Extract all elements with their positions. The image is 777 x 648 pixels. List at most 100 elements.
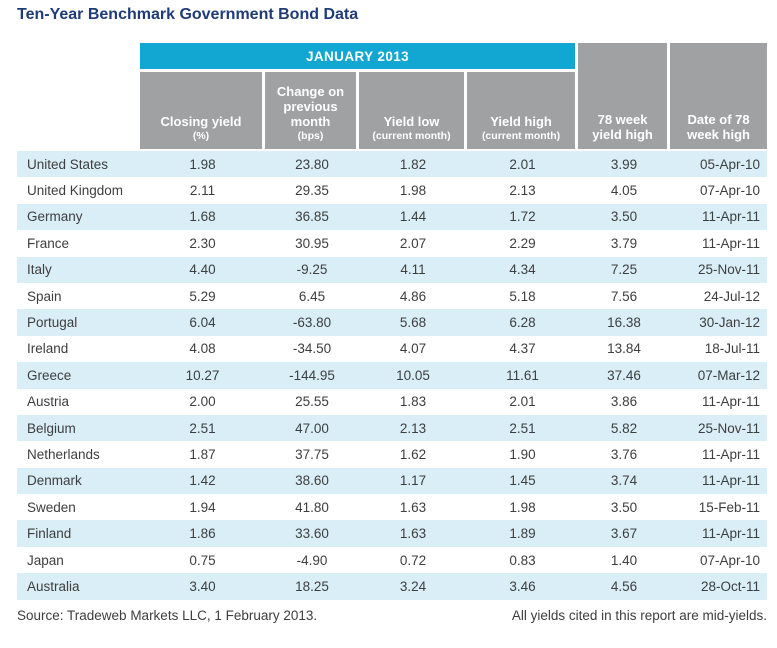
col-header-closing-yield: Closing yield (%) — [140, 72, 265, 151]
value-cell: 6.45 — [265, 282, 359, 310]
col-header-sublabel: (%) — [192, 130, 210, 143]
table-row: Australia 3.40 18.25 3.24 3.46 4.56 28-Oct-11 — [17, 573, 768, 600]
col-header-date-of-78-week-high: Date of 78 week high — [670, 43, 768, 151]
value-cell: 30-Jan-12 — [670, 309, 768, 336]
value-cell: -34.50 — [265, 335, 359, 363]
value-cell: 10.27 — [140, 362, 265, 389]
value-cell: 1.45 — [467, 467, 579, 495]
value-cell: 1.86 — [140, 520, 265, 547]
country-cell: Greece — [17, 362, 140, 389]
value-cell: 2.13 — [467, 177, 579, 204]
value-cell: 1.42 — [140, 467, 265, 495]
value-cell: 1.68 — [140, 203, 265, 231]
value-cell: 2.29 — [467, 230, 579, 257]
table-row: United Kingdom 2.11 29.35 1.98 2.13 4.05 07-Ap… — [17, 177, 768, 204]
value-cell: 1.82 — [359, 151, 467, 178]
country-cell: Belgium — [17, 414, 140, 442]
col-header-label: 78 week yield high — [592, 112, 653, 143]
table-row: Finland 1.86 33.60 1.63 1.89 3.67 11-Apr-11 — [17, 520, 768, 547]
value-cell: 6.28 — [467, 309, 579, 336]
country-cell: Netherlands — [17, 441, 140, 468]
value-cell: 3.40 — [140, 573, 265, 600]
col-header-78-week-yield-high: 78 week yield high — [578, 43, 671, 151]
table-row: Greece 10.27 -144.95 10.05 11.61 37.46 07-Mar-… — [17, 362, 768, 389]
value-cell: 3.74 — [578, 467, 671, 495]
country-cell: Spain — [17, 282, 140, 310]
value-cell: 1.89 — [467, 520, 579, 547]
value-cell: 28-Oct-11 — [670, 573, 768, 600]
value-cell: 1.98 — [467, 494, 579, 521]
value-cell: 11-Apr-11 — [670, 441, 768, 468]
value-cell: 3.46 — [467, 573, 579, 600]
table-row: Germany 1.68 36.85 1.44 1.72 3.50 11-Apr-11 — [17, 203, 768, 231]
col-header-sublabel: (bps) — [297, 130, 324, 143]
value-cell: 3.50 — [578, 203, 671, 231]
value-cell: 25-Nov-11 — [670, 256, 768, 283]
col-header-yield-low: Yield low (current month) — [359, 72, 467, 151]
value-cell: 18.25 — [265, 573, 359, 600]
country-cell: Germany — [17, 203, 140, 231]
col-header-sublabel: (current month) — [372, 130, 451, 143]
page-title: Ten-Year Benchmark Government Bond Data — [17, 6, 359, 23]
value-cell: 4.07 — [359, 335, 467, 363]
value-cell: 7.56 — [578, 282, 671, 310]
value-cell: 1.72 — [467, 203, 579, 231]
table-footer: Source: Tradeweb Markets LLC, 1 February… — [17, 608, 767, 623]
value-cell: 1.94 — [140, 494, 265, 521]
value-cell: 18-Jul-11 — [670, 335, 768, 363]
header-corner-spacer — [17, 43, 140, 151]
value-cell: 11-Apr-11 — [670, 520, 768, 547]
value-cell: 2.51 — [140, 414, 265, 442]
value-cell: -4.90 — [265, 546, 359, 574]
value-cell: 4.56 — [578, 573, 671, 600]
value-cell: 3.99 — [578, 151, 671, 178]
col-header-label: Yield low — [383, 113, 440, 129]
value-cell: 2.30 — [140, 230, 265, 257]
value-cell: 4.08 — [140, 335, 265, 363]
table-row: Denmark 1.42 38.60 1.17 1.45 3.74 11-Apr-11 — [17, 467, 768, 495]
value-cell: 25-Nov-11 — [670, 414, 768, 442]
value-cell: 07-Apr-10 — [670, 177, 768, 204]
table-row: Spain 5.29 6.45 4.86 5.18 7.56 24-Jul-12 — [17, 282, 768, 310]
table-row: Italy 4.40 -9.25 4.11 4.34 7.25 25-Nov-11 — [17, 256, 768, 283]
value-cell: 6.04 — [140, 309, 265, 336]
country-cell: Portugal — [17, 309, 140, 336]
value-cell: 30.95 — [265, 230, 359, 257]
country-cell: Ireland — [17, 335, 140, 363]
value-cell: 1.98 — [140, 151, 265, 178]
value-cell: 41.80 — [265, 494, 359, 521]
value-cell: 07-Mar-12 — [670, 362, 768, 389]
value-cell: 1.63 — [359, 494, 467, 521]
value-cell: 3.24 — [359, 573, 467, 600]
value-cell: 47.00 — [265, 414, 359, 442]
col-header-yield-high: Yield high (current month) — [467, 72, 579, 151]
value-cell: 0.72 — [359, 546, 467, 574]
country-cell: Italy — [17, 256, 140, 283]
col-header-label: Closing yield — [160, 113, 242, 129]
value-cell: 2.13 — [359, 414, 467, 442]
value-cell: 1.62 — [359, 441, 467, 468]
value-cell: 1.83 — [359, 388, 467, 415]
value-cell: 37.46 — [578, 362, 671, 389]
header-row-group: JANUARY 2013 78 week yield high Date of … — [17, 43, 768, 151]
value-cell: 1.44 — [359, 203, 467, 231]
value-cell: 2.00 — [140, 388, 265, 415]
country-cell: United States — [17, 151, 140, 178]
value-cell: 13.84 — [578, 335, 671, 363]
value-cell: 05-Apr-10 — [670, 151, 768, 178]
value-cell: 37.75 — [265, 441, 359, 468]
value-cell: 1.98 — [359, 177, 467, 204]
value-cell: 4.34 — [467, 256, 579, 283]
value-cell: 3.86 — [578, 388, 671, 415]
country-cell: Sweden — [17, 494, 140, 521]
value-cell: 38.60 — [265, 467, 359, 495]
col-header-label: Yield high — [490, 113, 552, 129]
value-cell: 2.01 — [467, 388, 579, 415]
value-cell: 36.85 — [265, 203, 359, 231]
country-cell: United Kingdom — [17, 177, 140, 204]
value-cell: -144.95 — [265, 362, 359, 389]
value-cell: 1.17 — [359, 467, 467, 495]
value-cell: 3.79 — [578, 230, 671, 257]
table-row: United States 1.98 23.80 1.82 2.01 3.99 05-Apr… — [17, 151, 768, 178]
value-cell: 11-Apr-11 — [670, 467, 768, 495]
